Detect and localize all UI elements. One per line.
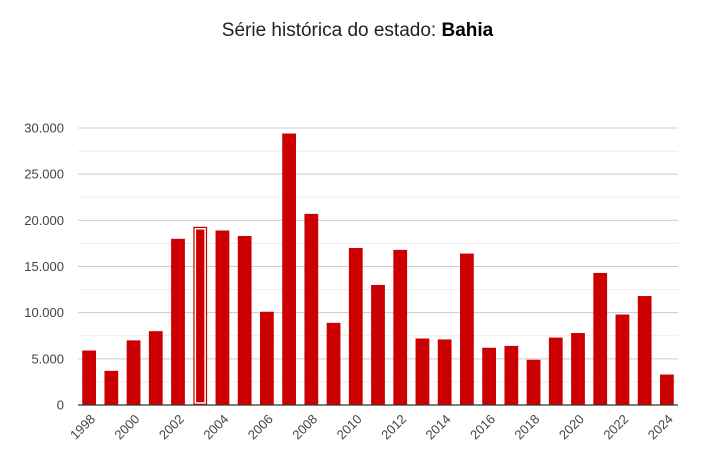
- bar[interactable]: [148, 331, 163, 405]
- bar[interactable]: [504, 345, 519, 405]
- y-tick-label: 10.000: [24, 305, 64, 320]
- bar[interactable]: [637, 296, 652, 405]
- bar-highlight-outline: [194, 228, 206, 404]
- x-tick-label: 2012: [378, 411, 409, 442]
- bar[interactable]: [660, 374, 674, 405]
- bar[interactable]: [482, 347, 496, 405]
- x-tick-label: 2018: [511, 411, 542, 442]
- y-tick-label: 15.000: [24, 259, 64, 274]
- bar[interactable]: [348, 248, 363, 405]
- x-tick-label: 2002: [156, 411, 187, 442]
- bar-highlighted[interactable]: [193, 226, 208, 405]
- bar[interactable]: [260, 311, 274, 405]
- x-tick-label: 2024: [645, 411, 676, 442]
- chart-title-prefix: Série histórica do estado:: [221, 20, 437, 41]
- x-tick-label: 2020: [556, 411, 587, 442]
- bar[interactable]: [437, 339, 452, 405]
- chart-title: Série histórica do estado: Bahia: [0, 20, 715, 42]
- bar[interactable]: [415, 338, 430, 405]
- bar[interactable]: [215, 230, 230, 405]
- bar[interactable]: [593, 272, 608, 405]
- y-tick-label: 20.000: [24, 213, 64, 228]
- chart-title-state: Bahia: [441, 20, 494, 41]
- x-tick-label: 1998: [67, 411, 98, 442]
- bar[interactable]: [371, 284, 385, 405]
- bar[interactable]: [615, 314, 630, 405]
- bar[interactable]: [460, 253, 474, 405]
- bar[interactable]: [548, 337, 563, 405]
- y-tick-label: 0: [57, 398, 64, 413]
- bar[interactable]: [171, 238, 185, 405]
- x-tick-label: 2016: [467, 411, 498, 442]
- y-tick-label: 5.000: [31, 351, 64, 366]
- bar[interactable]: [237, 236, 252, 405]
- x-tick-label: 2014: [423, 411, 454, 442]
- bars: [82, 133, 674, 406]
- x-tick-label: 2004: [200, 411, 231, 442]
- x-tick-label: 2010: [334, 411, 365, 442]
- bar[interactable]: [571, 332, 585, 405]
- bar[interactable]: [82, 350, 96, 405]
- bar[interactable]: [526, 359, 541, 405]
- x-tick-label: 2000: [111, 411, 142, 442]
- x-tick-label: 2006: [245, 411, 276, 442]
- y-tick-label: 25.000: [24, 167, 64, 182]
- bar[interactable]: [393, 249, 408, 405]
- y-tick-label: 30.000: [24, 121, 64, 136]
- x-tick-label: 2008: [289, 411, 320, 442]
- bar[interactable]: [326, 322, 341, 405]
- bar[interactable]: [282, 133, 296, 406]
- bar[interactable]: [126, 340, 141, 405]
- bar[interactable]: [304, 213, 319, 405]
- x-tick-label: 2022: [600, 411, 631, 442]
- bar[interactable]: [104, 370, 119, 405]
